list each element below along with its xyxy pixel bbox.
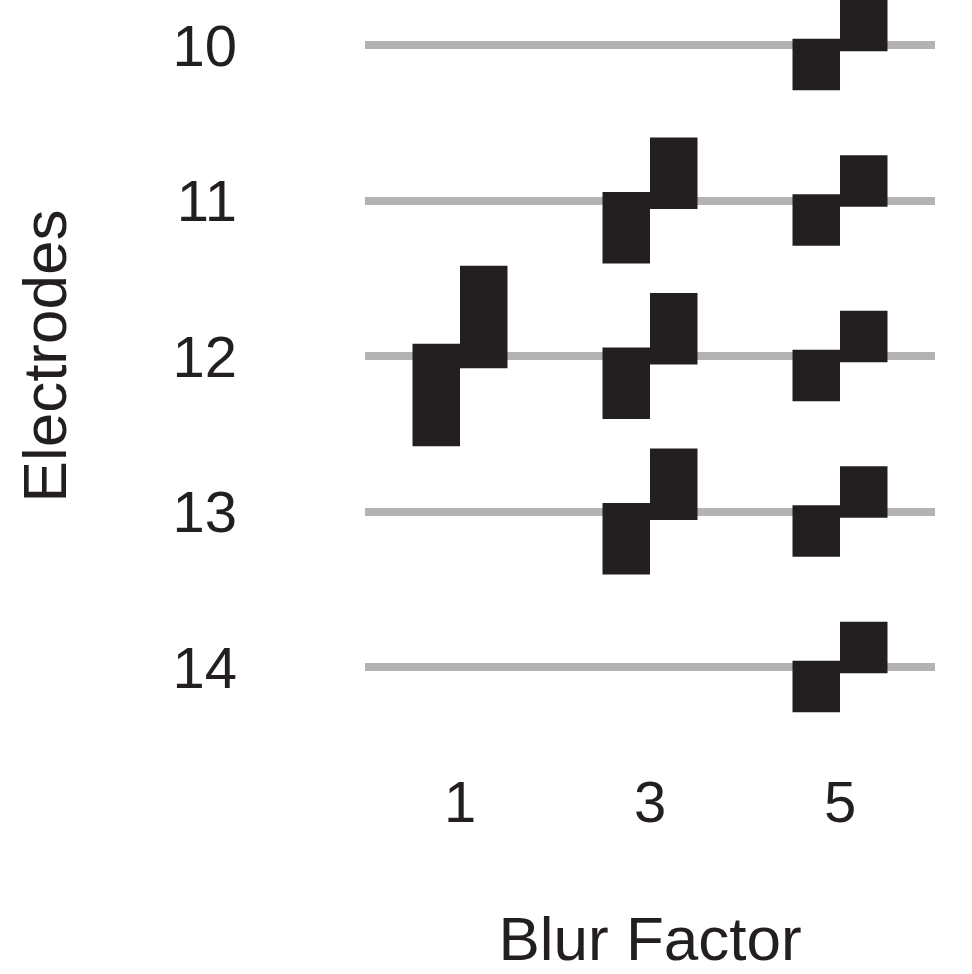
svg-text:3: 3 — [634, 769, 666, 834]
svg-text:13: 13 — [172, 479, 237, 544]
svg-text:Blur Factor: Blur Factor — [498, 904, 801, 973]
svg-text:14: 14 — [172, 635, 237, 700]
svg-text:11: 11 — [177, 168, 237, 233]
svg-text:1: 1 — [444, 769, 476, 834]
svg-text:12: 12 — [172, 324, 237, 389]
svg-text:Electrodes: Electrodes — [10, 210, 79, 503]
svg-text:10: 10 — [172, 13, 237, 78]
svg-text:5: 5 — [824, 769, 856, 834]
